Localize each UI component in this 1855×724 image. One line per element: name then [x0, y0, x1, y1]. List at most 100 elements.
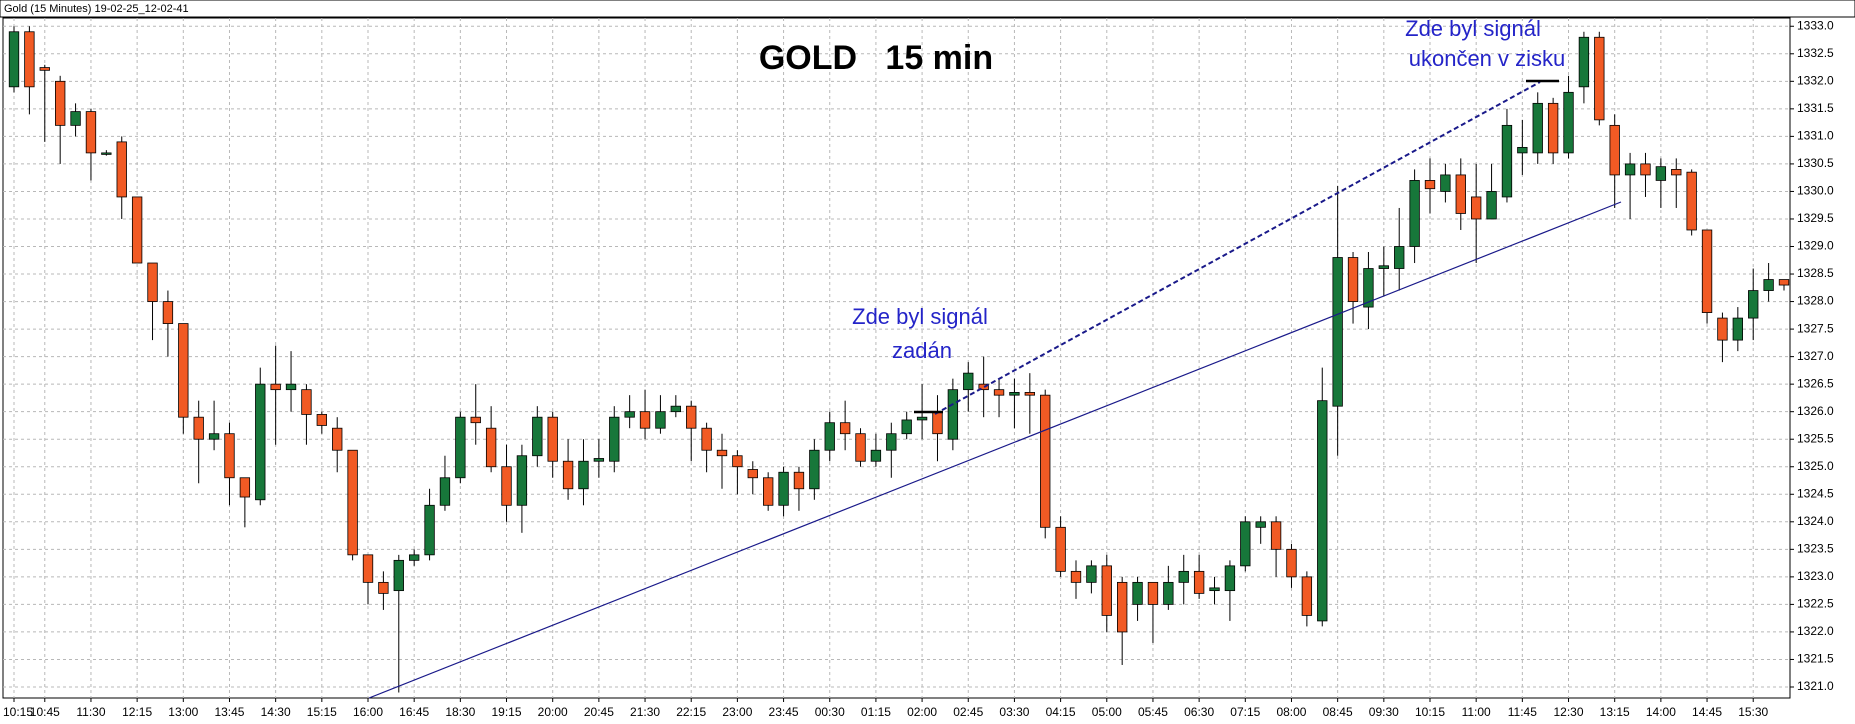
x-tick-label: 02:00 — [907, 705, 937, 719]
candle-body — [1424, 180, 1436, 190]
candle-body — [1163, 581, 1174, 605]
candle-body — [409, 554, 420, 561]
candle-body — [1778, 279, 1790, 286]
candle-body — [947, 389, 959, 440]
candle-body — [778, 471, 789, 506]
candle-body — [1455, 174, 1466, 214]
candle-body — [886, 433, 897, 451]
x-tick-label: 01:15 — [861, 705, 891, 719]
candle-body — [1655, 166, 1667, 181]
candle-body — [1671, 169, 1682, 176]
candle-body — [1270, 521, 1282, 550]
candle-body — [101, 152, 112, 155]
x-tick-label: 16:00 — [353, 705, 383, 719]
candle-body — [501, 466, 512, 506]
x-tick-label: 10:45 — [30, 705, 60, 719]
candle-body — [732, 455, 743, 468]
candle-body — [1748, 290, 1759, 319]
y-tick-label: 1327.0 — [1797, 349, 1834, 363]
y-tick-label: 1329.5 — [1797, 211, 1834, 225]
candle-body — [1732, 317, 1743, 341]
candle-body — [1486, 191, 1497, 220]
candle-body — [162, 301, 174, 324]
signal-line — [934, 81, 1541, 415]
candle-body — [1055, 526, 1066, 572]
y-tick-label: 1321.0 — [1797, 679, 1834, 693]
candle-body — [1609, 124, 1620, 176]
candle-body — [824, 422, 835, 451]
candle-body — [932, 411, 943, 435]
x-tick-label: 18:30 — [445, 705, 475, 719]
candle-body — [485, 427, 497, 468]
candle-body — [562, 460, 574, 490]
candle-body — [1040, 394, 1051, 528]
candle-body — [763, 477, 774, 506]
y-tick-label: 1330.0 — [1797, 184, 1834, 198]
candle-body — [1547, 102, 1559, 154]
x-tick-label: 23:45 — [769, 705, 799, 719]
x-tick-label: 14:30 — [261, 705, 291, 719]
candle-body — [85, 111, 97, 154]
candle-body — [39, 67, 50, 71]
candle-body — [1594, 36, 1605, 121]
candle-body — [593, 458, 605, 462]
candle-body — [393, 559, 404, 592]
candle-body — [439, 477, 451, 506]
candle-body — [316, 414, 327, 426]
candle-body — [1701, 229, 1713, 313]
candle-body — [716, 449, 728, 457]
candle-body — [116, 141, 127, 198]
candle-body — [1224, 565, 1236, 592]
candle-body — [655, 411, 666, 429]
candles — [8, 26, 1790, 693]
candle-body — [239, 477, 251, 498]
window-bar — [0, 0, 1855, 18]
candle-body — [332, 427, 343, 451]
x-tick-label: 13:45 — [214, 705, 244, 719]
candle-body — [901, 419, 912, 435]
candle-body — [1178, 570, 1189, 583]
x-tick-label: 08:00 — [1276, 705, 1306, 719]
x-tick-label: 21:30 — [630, 705, 660, 719]
y-tick-label: 1325.5 — [1797, 431, 1834, 445]
candle-body — [1147, 581, 1159, 605]
y-tick-label: 1332.0 — [1797, 73, 1834, 87]
y-tick-label: 1330.5 — [1797, 156, 1834, 170]
x-tick-label: 16:45 — [399, 705, 429, 719]
candle-body — [1209, 587, 1220, 592]
candle-body — [1624, 163, 1636, 176]
candle-body — [301, 389, 312, 415]
drawings — [368, 79, 1622, 699]
candle-body — [1440, 174, 1451, 192]
candle-body — [1286, 548, 1297, 578]
candle-body — [747, 469, 758, 479]
candle-body — [285, 383, 297, 391]
x-tick-label: 06:30 — [1184, 705, 1214, 719]
y-tick-label: 1322.0 — [1797, 624, 1834, 638]
candle-body — [8, 31, 20, 88]
candle-body — [1240, 521, 1251, 567]
candle-body — [916, 416, 928, 421]
candle-body — [362, 554, 374, 583]
y-tick-label: 1325.0 — [1797, 459, 1834, 473]
x-tick-label: 02:45 — [953, 705, 983, 719]
candle-body — [1317, 400, 1328, 622]
y-tick-label: 1323.5 — [1797, 542, 1834, 556]
candle-body — [270, 383, 281, 391]
candle-body — [1501, 124, 1513, 198]
annotation: zadán — [892, 338, 952, 363]
candle-body — [1024, 392, 1035, 396]
candle-body — [1471, 196, 1482, 220]
y-tick-label: 1326.0 — [1797, 404, 1834, 418]
y-tick-label: 1321.5 — [1797, 652, 1834, 666]
candle-body — [855, 433, 866, 462]
y-tick-label: 1323.0 — [1797, 569, 1834, 583]
candle-body — [701, 427, 712, 451]
candle-body — [55, 80, 66, 126]
candle-body — [1640, 163, 1651, 176]
candle-body — [793, 471, 805, 490]
candle-body — [1517, 146, 1528, 154]
candle-body — [547, 416, 558, 462]
